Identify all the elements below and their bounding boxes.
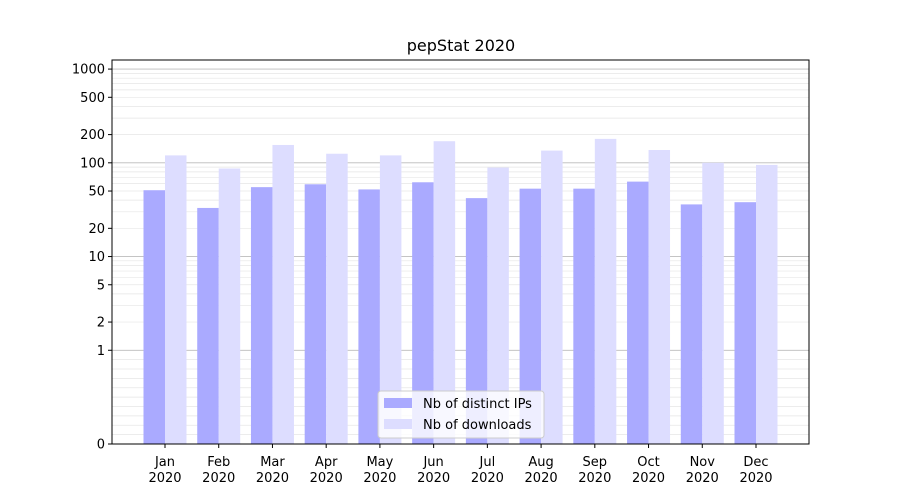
- bar-downloads-sep: [594, 138, 617, 444]
- x-tick-label-year: 2020: [471, 471, 504, 486]
- x-tick-label-month: Nov: [690, 455, 716, 470]
- bar-distinct-ips-nov: [680, 204, 703, 444]
- legend-swatch: [384, 398, 412, 408]
- bar-distinct-ips-sep: [573, 188, 595, 444]
- bar-distinct-ips-jun: [412, 182, 434, 444]
- bar-downloads-jun: [433, 141, 456, 444]
- bar-downloads-apr: [326, 153, 348, 444]
- legend-swatch: [384, 419, 412, 429]
- x-tick-label-month: Mar: [260, 455, 285, 470]
- x-tick-label-month: Aug: [528, 455, 553, 470]
- y-tick-label: 10: [88, 250, 105, 265]
- bar-distinct-ips-aug: [519, 188, 542, 444]
- legend-box: [377, 390, 545, 439]
- y-tick-label: 500: [80, 91, 105, 106]
- y-tick-label: 5: [97, 278, 105, 293]
- x-tick-label-month: Apr: [315, 455, 338, 470]
- bar-downloads-feb: [218, 168, 241, 445]
- y-tick-label: 1: [97, 344, 105, 359]
- x-tick-label-month: Jul: [479, 455, 496, 470]
- legend: Nb of distinct IPs Nb of downloads: [377, 390, 545, 439]
- legend-label: Nb of distinct IPs: [423, 397, 532, 412]
- bar-distinct-ips-jul: [465, 198, 488, 444]
- bar-distinct-ips-apr: [304, 184, 327, 444]
- x-tick-label-year: 2020: [739, 471, 772, 486]
- bar-distinct-ips-may: [358, 189, 380, 444]
- bar-downloads-oct: [648, 149, 671, 444]
- y-tick-label: 50: [88, 185, 105, 200]
- y-tick-label: 20: [88, 222, 105, 237]
- x-tick-label-month: Feb: [207, 455, 230, 470]
- y-tick-label: 2: [97, 316, 105, 331]
- x-tick-label-year: 2020: [202, 471, 235, 486]
- chart-title: pepStat 2020: [407, 36, 515, 55]
- x-tick-label-year: 2020: [256, 471, 289, 486]
- x-tick-label-month: Oct: [637, 455, 659, 470]
- y-axis: 0 1 2 5 10 20 50 100 200 500 1000: [72, 63, 112, 453]
- bar-downloads-dec: [756, 164, 778, 444]
- bar-downloads-aug: [541, 150, 563, 445]
- x-tick-label-month: Sep: [583, 455, 608, 470]
- x-tick-label-month: Jun: [422, 455, 443, 470]
- y-tick-label: 0: [97, 438, 105, 453]
- y-tick-label: 1000: [72, 63, 105, 78]
- x-tick-label-year: 2020: [525, 471, 558, 486]
- x-tick-label-month: Dec: [743, 455, 768, 470]
- x-tick-label-year: 2020: [148, 471, 181, 486]
- bar-downloads-jul: [487, 167, 509, 445]
- x-tick-label-year: 2020: [686, 471, 719, 486]
- bar-distinct-ips-mar: [250, 187, 273, 444]
- bar-downloads-nov: [702, 162, 724, 444]
- x-tick-label-year: 2020: [417, 471, 450, 486]
- bar-downloads-jan: [165, 155, 187, 445]
- y-tick-label: 200: [80, 128, 105, 143]
- x-tick-label-year: 2020: [310, 471, 343, 486]
- bar-distinct-ips-oct: [627, 181, 649, 444]
- bar-distinct-ips-feb: [197, 207, 219, 444]
- x-axis: Jan2020Feb2020Mar2020Apr2020May2020Jun20…: [148, 444, 773, 486]
- x-tick-label-month: May: [366, 455, 393, 470]
- x-tick-label-year: 2020: [578, 471, 611, 486]
- plot-frame: [111, 59, 810, 445]
- bar-distinct-ips-jan: [143, 190, 165, 444]
- bar-downloads-mar: [272, 144, 294, 444]
- bar-downloads-may: [379, 155, 402, 445]
- bar-distinct-ips-dec: [734, 202, 756, 444]
- x-tick-label-month: Jan: [154, 455, 175, 470]
- x-tick-label-year: 2020: [632, 471, 665, 486]
- y-tick-label: 100: [80, 156, 105, 171]
- legend-label: Nb of downloads: [423, 418, 532, 433]
- bars: [143, 138, 778, 445]
- x-tick-label-year: 2020: [363, 471, 396, 486]
